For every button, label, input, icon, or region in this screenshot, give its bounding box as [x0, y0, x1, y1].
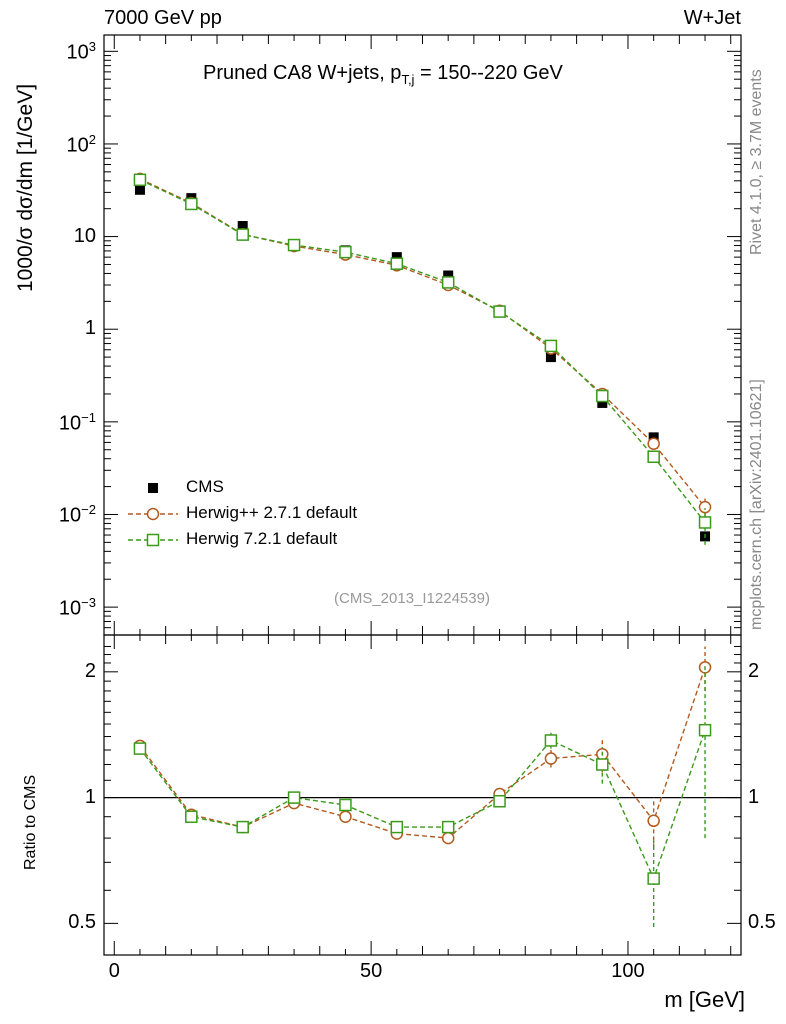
main-plot: [104, 35, 741, 636]
x-axis-label: m [GeV]: [664, 987, 745, 1012]
main-cms-point: [391, 252, 402, 263]
y-tick-label: 1: [84, 317, 96, 340]
y-tick-label: 10−2: [58, 502, 96, 528]
legend-label-herwigpp: Herwig++ 2.7.1 default: [186, 503, 358, 522]
main-herwigpp-point: [647, 437, 660, 451]
ratio-y-tick-label: 1: [84, 785, 96, 808]
header-energy: 7000 GeV pp: [104, 7, 222, 29]
main-cms-point: [545, 352, 556, 363]
ratio-herwig7-point: [698, 723, 712, 737]
y-tick-label: 10−3: [58, 595, 96, 620]
ratio-y-tick-label: 2: [84, 659, 96, 682]
ratio-herwig7-point: [647, 872, 660, 885]
main-herwig7-point: [287, 238, 301, 252]
ratio-herwig7-point: [185, 810, 198, 823]
y-tick-label: 10−1: [58, 409, 96, 435]
legend-marker-herwig7: [146, 533, 160, 547]
rivet-credit: Rivet 4.1.0, ≥ 3.7M events: [748, 69, 765, 255]
ratio-herwig7-point: [339, 798, 352, 812]
ratio-y-axis-label: Ratio to CMS: [22, 774, 39, 870]
y-tick-label: 10: [73, 224, 96, 247]
legend-label-herwig7: Herwig 7.2.1 default: [186, 529, 338, 548]
main-cms-point: [237, 221, 248, 232]
main-herwig7-point: [596, 389, 609, 403]
main-herwig7-point: [390, 257, 404, 270]
main-herwigpp-point: [698, 500, 712, 514]
y-tick-label: 102: [66, 131, 96, 157]
ratio-herwig7-point: [236, 820, 249, 834]
ratio-herwig7-point: [544, 734, 558, 747]
ratio-y-tick-label: 0.5: [68, 911, 96, 934]
legend-marker-cms: [148, 483, 158, 493]
y-tick-label: 103: [66, 39, 96, 64]
ratio-herwig7-line: [139, 729, 706, 881]
x-tick-label: 50: [360, 960, 383, 982]
ratio-herwig7-point: [287, 791, 301, 804]
main-herwig7-point: [133, 173, 147, 187]
main-herwig7-point: [236, 228, 249, 241]
plot-title: Pruned CA8 W+jets, pT,j = 150--220 GeV: [203, 62, 563, 87]
main-herwig7-point: [544, 339, 558, 353]
ratio-herwigpp-line: [139, 667, 706, 839]
main-herwigpp-line: [139, 178, 706, 508]
main-herwig7-point: [493, 305, 506, 318]
x-tick-label: 100: [611, 960, 645, 982]
plot-title-main: Pruned CA8 W+jets, p: [203, 62, 402, 84]
ratio-plot: [104, 635, 741, 955]
main-cms-point: [597, 397, 608, 408]
plot-title-subscript: T,j: [401, 72, 415, 87]
legend-marker-herwigpp: [146, 507, 160, 521]
plot-title-tail: = 150--220 GeV: [414, 62, 563, 84]
main-cms-point: [443, 270, 454, 281]
ratio-herwigpp-point: [339, 810, 352, 823]
main-herwig7-point: [698, 516, 712, 529]
mcplots-credit: mcplots.cern.ch [arXiv:2401.10621]: [748, 379, 765, 630]
header-process: W+Jet: [683, 7, 741, 29]
ratio-plot-frame: [103, 634, 742, 956]
ratio-herwig7-point: [390, 820, 404, 834]
ratio-herwig7-point: [441, 820, 455, 834]
main-herwig7-point: [647, 450, 660, 463]
main-cms-point: [648, 432, 659, 443]
ratio-y-tick-label-right: 2: [748, 659, 760, 682]
ratio-y-tick-label-right: 0.5: [748, 911, 776, 934]
ratio-herwigpp-point: [647, 814, 660, 828]
main-y-axis-label: 1000/σ dσ/dm [1/GeV]: [14, 83, 37, 292]
ratio-herwigpp-point: [544, 752, 558, 765]
ratio-y-tick-label-right: 1: [748, 785, 760, 808]
x-tick-label: 0: [108, 960, 120, 982]
main-herwig7-point: [339, 245, 352, 259]
ratio-herwig7-point: [493, 795, 506, 808]
main-herwig7-line: [139, 179, 706, 523]
ratio-herwigpp-point: [441, 831, 455, 845]
legend-label-cms: CMS: [186, 477, 224, 496]
analysis-watermark: (CMS_2013_I1224539): [334, 590, 490, 607]
main-cms-point: [134, 184, 145, 195]
ratio-herwig7-point: [133, 742, 147, 755]
main-herwig7-point: [441, 276, 455, 289]
ratio-herwig7-point: [596, 758, 609, 771]
main-herwig7-point: [185, 197, 198, 211]
